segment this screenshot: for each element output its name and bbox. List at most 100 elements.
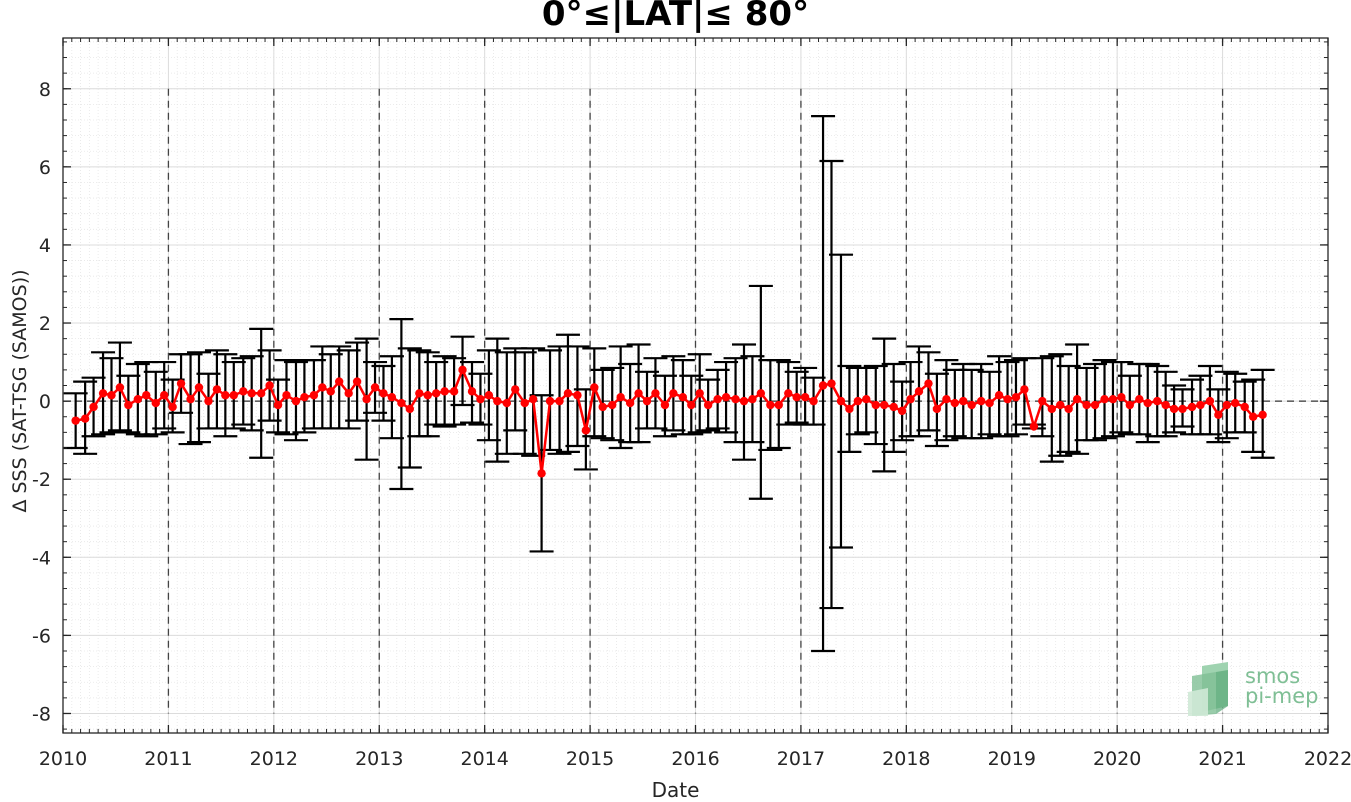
data-point — [273, 400, 283, 410]
data-point — [1222, 400, 1232, 410]
data-point — [80, 414, 90, 423]
data-point — [1003, 394, 1012, 404]
data-point — [871, 400, 880, 410]
data-point — [160, 391, 169, 400]
data-point — [1011, 393, 1021, 402]
data-point — [107, 391, 116, 400]
data-point — [212, 385, 222, 394]
data-point — [1169, 404, 1179, 414]
data-point — [932, 404, 942, 414]
data-point — [756, 389, 766, 398]
series-line-path — [75, 366, 1263, 474]
error-bar — [186, 351, 211, 444]
data-point — [467, 387, 477, 396]
data-point — [845, 404, 854, 414]
x-tick-label: 2020 — [1093, 748, 1141, 770]
data-point — [387, 393, 397, 402]
data-point — [959, 396, 968, 406]
data-point — [914, 387, 924, 396]
data-point — [221, 391, 230, 400]
data-point — [836, 396, 846, 406]
data-point — [563, 389, 573, 398]
logo-text-pimep: pi-mep — [1245, 684, 1319, 708]
y-tick-label: 4 — [39, 235, 51, 257]
data-point — [1047, 404, 1057, 414]
data-point — [352, 377, 362, 386]
data-point — [897, 406, 907, 416]
x-tick-label: 2016 — [671, 748, 719, 770]
data-point — [634, 389, 643, 398]
data-point — [186, 394, 195, 404]
data-point — [282, 391, 291, 400]
data-point — [300, 393, 309, 402]
y-tick-label: -8 — [32, 703, 51, 725]
data-point — [440, 387, 449, 396]
y-tick-label: -4 — [32, 547, 51, 569]
data-point — [774, 400, 783, 410]
smos-pimep-logo: smos pi-mep — [1188, 662, 1328, 718]
data-point — [151, 398, 160, 408]
data-point — [415, 389, 424, 398]
data-point — [827, 379, 836, 388]
data-point — [1090, 400, 1100, 410]
data-point — [784, 389, 793, 398]
data-point — [713, 394, 722, 404]
data-point — [1038, 396, 1047, 406]
data-point — [142, 391, 151, 400]
data-point — [1100, 394, 1109, 404]
data-point — [924, 379, 933, 388]
data-point — [1214, 410, 1223, 419]
data-point — [879, 400, 889, 410]
y-tick-label: -6 — [32, 625, 51, 647]
x-axis-label: Date — [651, 778, 700, 802]
data-point — [528, 394, 538, 404]
data-point — [1117, 393, 1126, 402]
data-point — [1020, 385, 1029, 394]
data-point — [71, 416, 80, 425]
data-point — [520, 398, 529, 408]
data-point — [423, 391, 432, 400]
x-tick-label: 2013 — [355, 748, 403, 770]
x-tick-label: 2021 — [1198, 748, 1246, 770]
data-point — [581, 426, 591, 435]
data-point — [1178, 404, 1187, 414]
data-point — [950, 398, 960, 408]
data-point — [89, 402, 98, 412]
data-point — [669, 389, 678, 398]
data-point — [1248, 412, 1258, 421]
data-point — [476, 394, 485, 404]
data-point — [493, 396, 502, 406]
x-tick-label: 2022 — [1304, 748, 1351, 770]
data-point — [766, 400, 775, 410]
data-point — [265, 381, 274, 390]
data-point — [994, 391, 1004, 400]
data-point — [256, 389, 266, 398]
data-point — [484, 391, 494, 400]
data-point — [204, 396, 213, 406]
data-point — [168, 402, 177, 412]
logo-cube-icon — [1188, 662, 1228, 716]
chart-title: 0°≤|LAT|≤ 80° — [541, 0, 810, 34]
data-point — [362, 394, 371, 404]
x-tick-label: 2017 — [777, 748, 825, 770]
data-point — [397, 398, 406, 408]
data-point — [598, 402, 607, 412]
series-line — [71, 365, 1267, 478]
data-point — [1135, 394, 1144, 404]
data-point — [1125, 400, 1135, 410]
data-point — [115, 383, 125, 392]
data-point — [502, 398, 512, 408]
data-point — [458, 365, 467, 375]
data-point — [625, 398, 635, 408]
data-point — [731, 394, 740, 404]
data-point — [1029, 422, 1039, 431]
data-point — [616, 393, 625, 402]
data-point — [133, 394, 143, 404]
data-point — [344, 389, 353, 398]
data-point — [1205, 396, 1215, 406]
data-point — [124, 400, 133, 410]
x-tick-label: 2018 — [882, 748, 930, 770]
x-tick-label: 2011 — [144, 748, 192, 770]
axes — [62, 37, 1329, 734]
